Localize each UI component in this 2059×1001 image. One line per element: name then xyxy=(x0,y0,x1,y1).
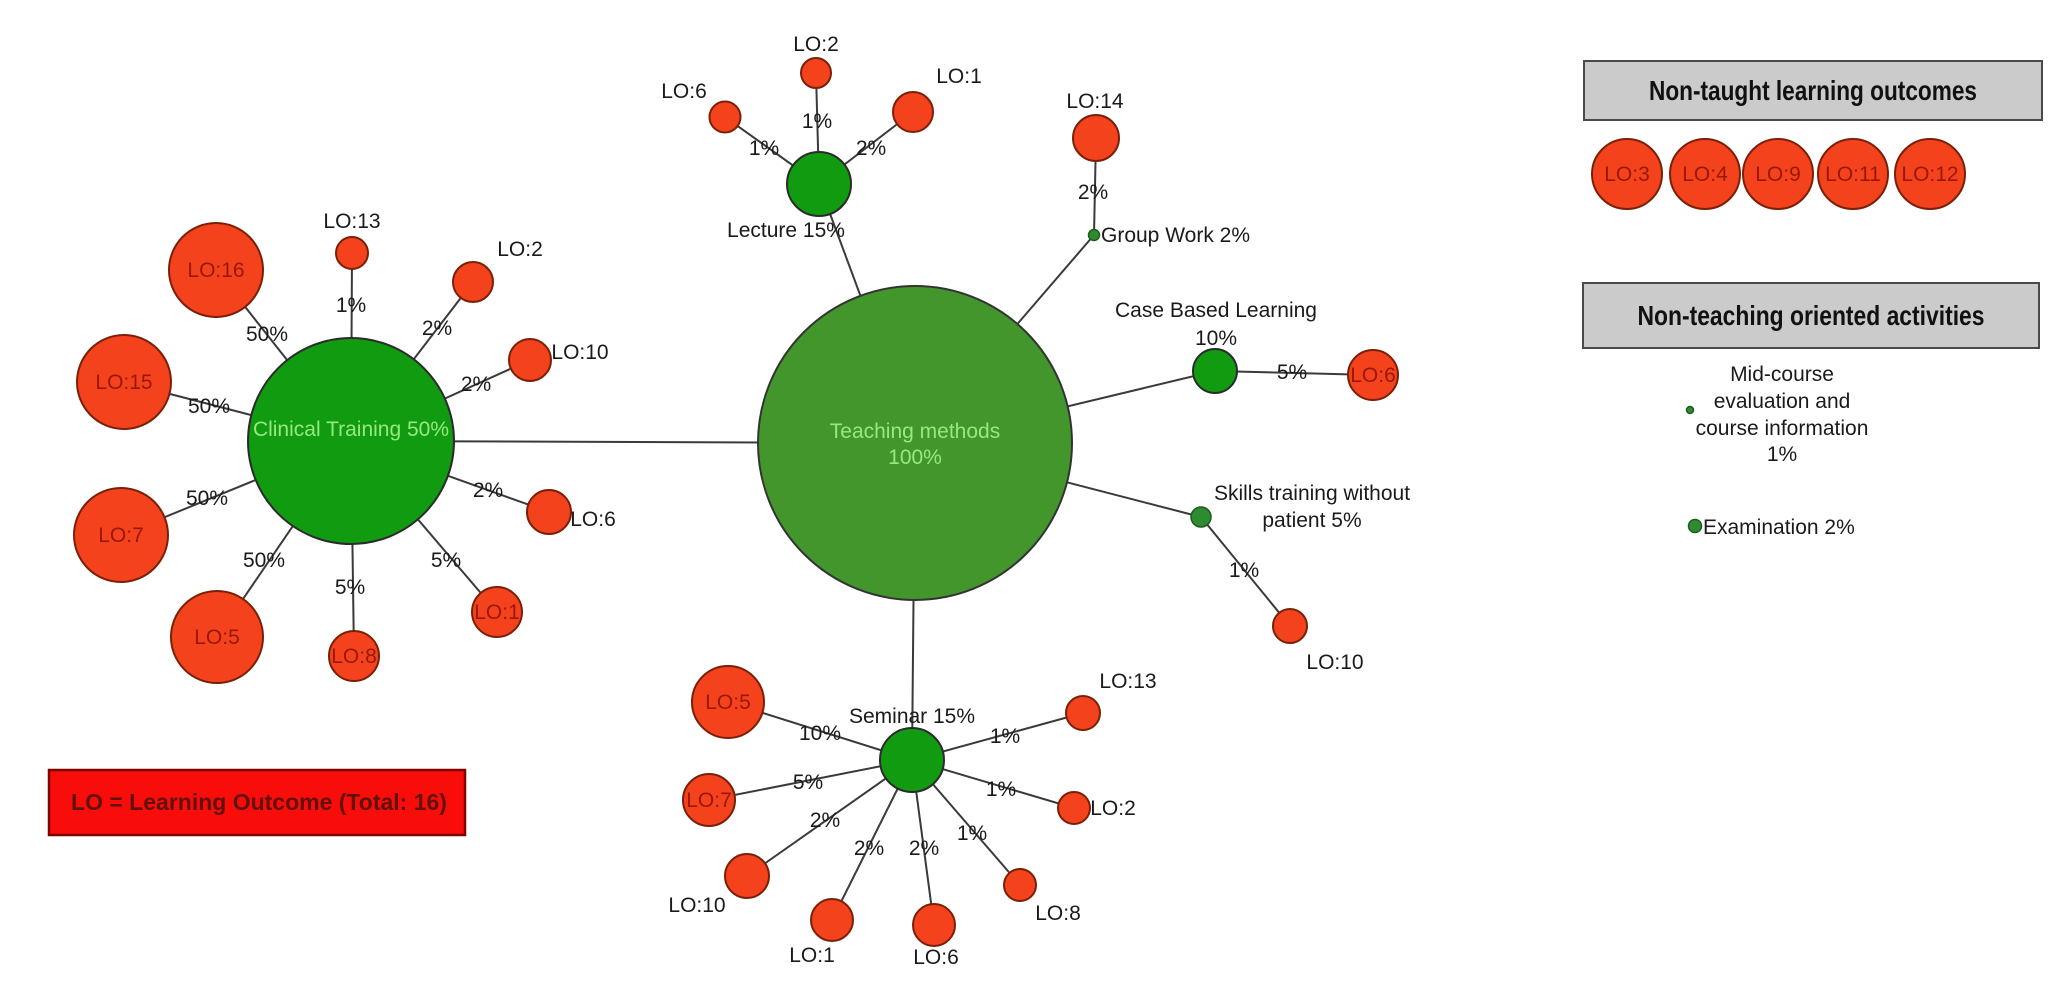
svg-text:1%: 1% xyxy=(990,725,1020,748)
svg-text:1%: 1% xyxy=(749,137,779,160)
svg-text:1%: 1% xyxy=(957,822,987,845)
svg-text:2%: 2% xyxy=(461,373,491,396)
svg-text:2%: 2% xyxy=(810,809,840,832)
svg-text:Clinical Training 50%: Clinical Training 50% xyxy=(253,418,449,441)
svg-text:2%: 2% xyxy=(854,837,884,860)
svg-text:5%: 5% xyxy=(431,549,461,572)
svg-text:50%: 50% xyxy=(188,395,230,418)
svg-text:10%: 10% xyxy=(1195,327,1237,350)
svg-text:LO = Learning Outcome (Total:: LO = Learning Outcome (Total: 16) xyxy=(71,789,447,815)
svg-text:50%: 50% xyxy=(246,323,288,346)
svg-text:Non-taught learning outcomes: Non-taught learning outcomes xyxy=(1649,75,1977,106)
svg-text:Examination 2%: Examination 2% xyxy=(1703,516,1855,539)
svg-text:LO:6: LO:6 xyxy=(570,508,616,531)
svg-text:LO:7: LO:7 xyxy=(98,524,144,547)
svg-text:2%: 2% xyxy=(909,837,939,860)
svg-text:LO:10: LO:10 xyxy=(1306,651,1363,674)
svg-text:2%: 2% xyxy=(422,317,452,340)
svg-text:LO:15: LO:15 xyxy=(95,371,152,394)
svg-text:LO:8: LO:8 xyxy=(331,645,377,668)
svg-text:evaluation and: evaluation and xyxy=(1714,390,1851,413)
svg-text:Teaching methods: Teaching methods xyxy=(830,420,1000,443)
svg-text:1%: 1% xyxy=(802,110,832,133)
svg-text:Mid-course: Mid-course xyxy=(1730,363,1834,386)
svg-text:LO:10: LO:10 xyxy=(551,341,608,364)
svg-text:Case Based Learning: Case Based Learning xyxy=(1115,299,1317,322)
svg-text:LO:11: LO:11 xyxy=(1825,163,1881,186)
svg-text:LO:2: LO:2 xyxy=(793,33,839,56)
svg-text:2%: 2% xyxy=(473,479,503,502)
svg-text:LO:12: LO:12 xyxy=(1901,163,1958,186)
svg-text:10%: 10% xyxy=(799,722,841,745)
svg-text:2%: 2% xyxy=(1078,181,1108,204)
svg-text:LO:9: LO:9 xyxy=(1755,163,1801,186)
svg-text:2%: 2% xyxy=(856,137,886,160)
svg-text:LO:6: LO:6 xyxy=(661,80,707,103)
svg-text:Seminar 15%: Seminar 15% xyxy=(849,705,975,728)
svg-text:LO:5: LO:5 xyxy=(705,691,751,714)
svg-text:LO:13: LO:13 xyxy=(1099,670,1156,693)
svg-text:LO:3: LO:3 xyxy=(1604,163,1650,186)
svg-text:100%: 100% xyxy=(888,446,942,469)
svg-text:5%: 5% xyxy=(1277,361,1307,384)
svg-text:LO:4: LO:4 xyxy=(1682,163,1728,186)
svg-text:LO:16: LO:16 xyxy=(187,259,244,282)
svg-text:1%: 1% xyxy=(1767,443,1797,466)
svg-text:LO:13: LO:13 xyxy=(323,210,380,233)
svg-text:course information: course information xyxy=(1696,417,1869,440)
svg-text:5%: 5% xyxy=(335,576,365,599)
svg-text:1%: 1% xyxy=(1229,559,1259,582)
svg-text:1%: 1% xyxy=(336,294,366,317)
svg-text:LO:6: LO:6 xyxy=(1350,364,1396,387)
svg-text:LO:2: LO:2 xyxy=(497,238,543,261)
svg-text:50%: 50% xyxy=(186,487,228,510)
svg-text:LO:1: LO:1 xyxy=(474,601,520,624)
svg-text:patient 5%: patient 5% xyxy=(1262,509,1361,532)
svg-text:LO:8: LO:8 xyxy=(1035,902,1081,925)
svg-text:Lecture 15%: Lecture 15% xyxy=(727,219,845,242)
svg-text:1%: 1% xyxy=(986,778,1016,801)
svg-text:Skills training without: Skills training without xyxy=(1214,482,1410,505)
svg-text:LO:2: LO:2 xyxy=(1090,797,1136,820)
svg-text:50%: 50% xyxy=(243,549,285,572)
svg-text:LO:7: LO:7 xyxy=(686,789,732,812)
svg-text:Group Work 2%: Group Work 2% xyxy=(1101,224,1250,247)
svg-text:LO:10: LO:10 xyxy=(668,894,725,917)
svg-text:5%: 5% xyxy=(793,771,823,794)
svg-text:LO:14: LO:14 xyxy=(1066,90,1124,113)
svg-text:LO:1: LO:1 xyxy=(789,944,835,967)
svg-text:LO:5: LO:5 xyxy=(194,626,240,649)
svg-text:LO:6: LO:6 xyxy=(913,946,959,969)
svg-text:LO:1: LO:1 xyxy=(936,65,982,88)
svg-text:Non-teaching oriented activiti: Non-teaching oriented activities xyxy=(1638,300,1985,331)
